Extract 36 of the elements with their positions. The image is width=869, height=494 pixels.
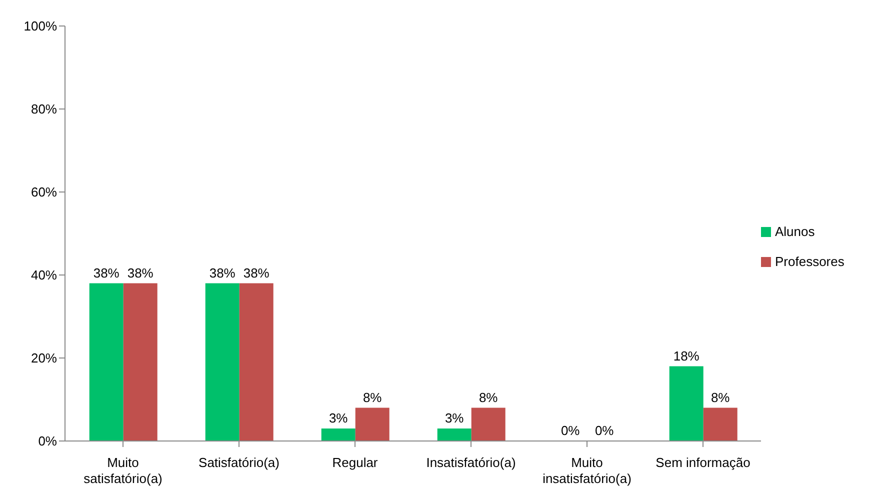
x-tick-label: Muito satisfatório(a) (84, 455, 162, 486)
data-label: 38% (243, 265, 270, 280)
data-label: 8% (362, 390, 382, 405)
data-label: 3% (444, 410, 464, 426)
x-tick-label: Satisfatório(a) (198, 455, 280, 470)
y-tick-label: 0% (38, 434, 58, 449)
bar (89, 283, 124, 441)
x-tick-label: Muito insatisfatório(a) (542, 455, 632, 486)
data-label: 3% (328, 410, 348, 426)
data-label: 18% (673, 348, 700, 364)
bar (321, 428, 356, 441)
bar (703, 408, 738, 441)
y-tick-label: 60% (30, 184, 58, 200)
x-tick-label: Sem informação (656, 455, 750, 470)
data-label: 38% (93, 265, 120, 280)
bar (355, 408, 390, 441)
y-tick-label: 20% (30, 350, 58, 366)
y-tick-label: 100% (24, 18, 58, 34)
y-tick-label: 40% (30, 268, 58, 283)
y-tick-label: 80% (30, 102, 58, 117)
x-tick-label: Regular (332, 455, 378, 470)
bar (437, 428, 472, 441)
data-label: 8% (478, 390, 498, 405)
data-label: 8% (710, 390, 730, 405)
bar (123, 283, 158, 441)
data-label: 0% (560, 422, 580, 438)
bar (239, 283, 274, 441)
bar (205, 283, 240, 441)
legend-label: Alunos (775, 224, 815, 239)
data-label: 38% (209, 265, 236, 280)
data-label: 38% (127, 265, 154, 280)
bar (471, 408, 506, 441)
legend-label: Professores (775, 254, 844, 269)
data-label: 0% (594, 422, 614, 438)
x-tick-label: Insatisfatório(a) (426, 455, 516, 470)
bar (669, 366, 704, 441)
